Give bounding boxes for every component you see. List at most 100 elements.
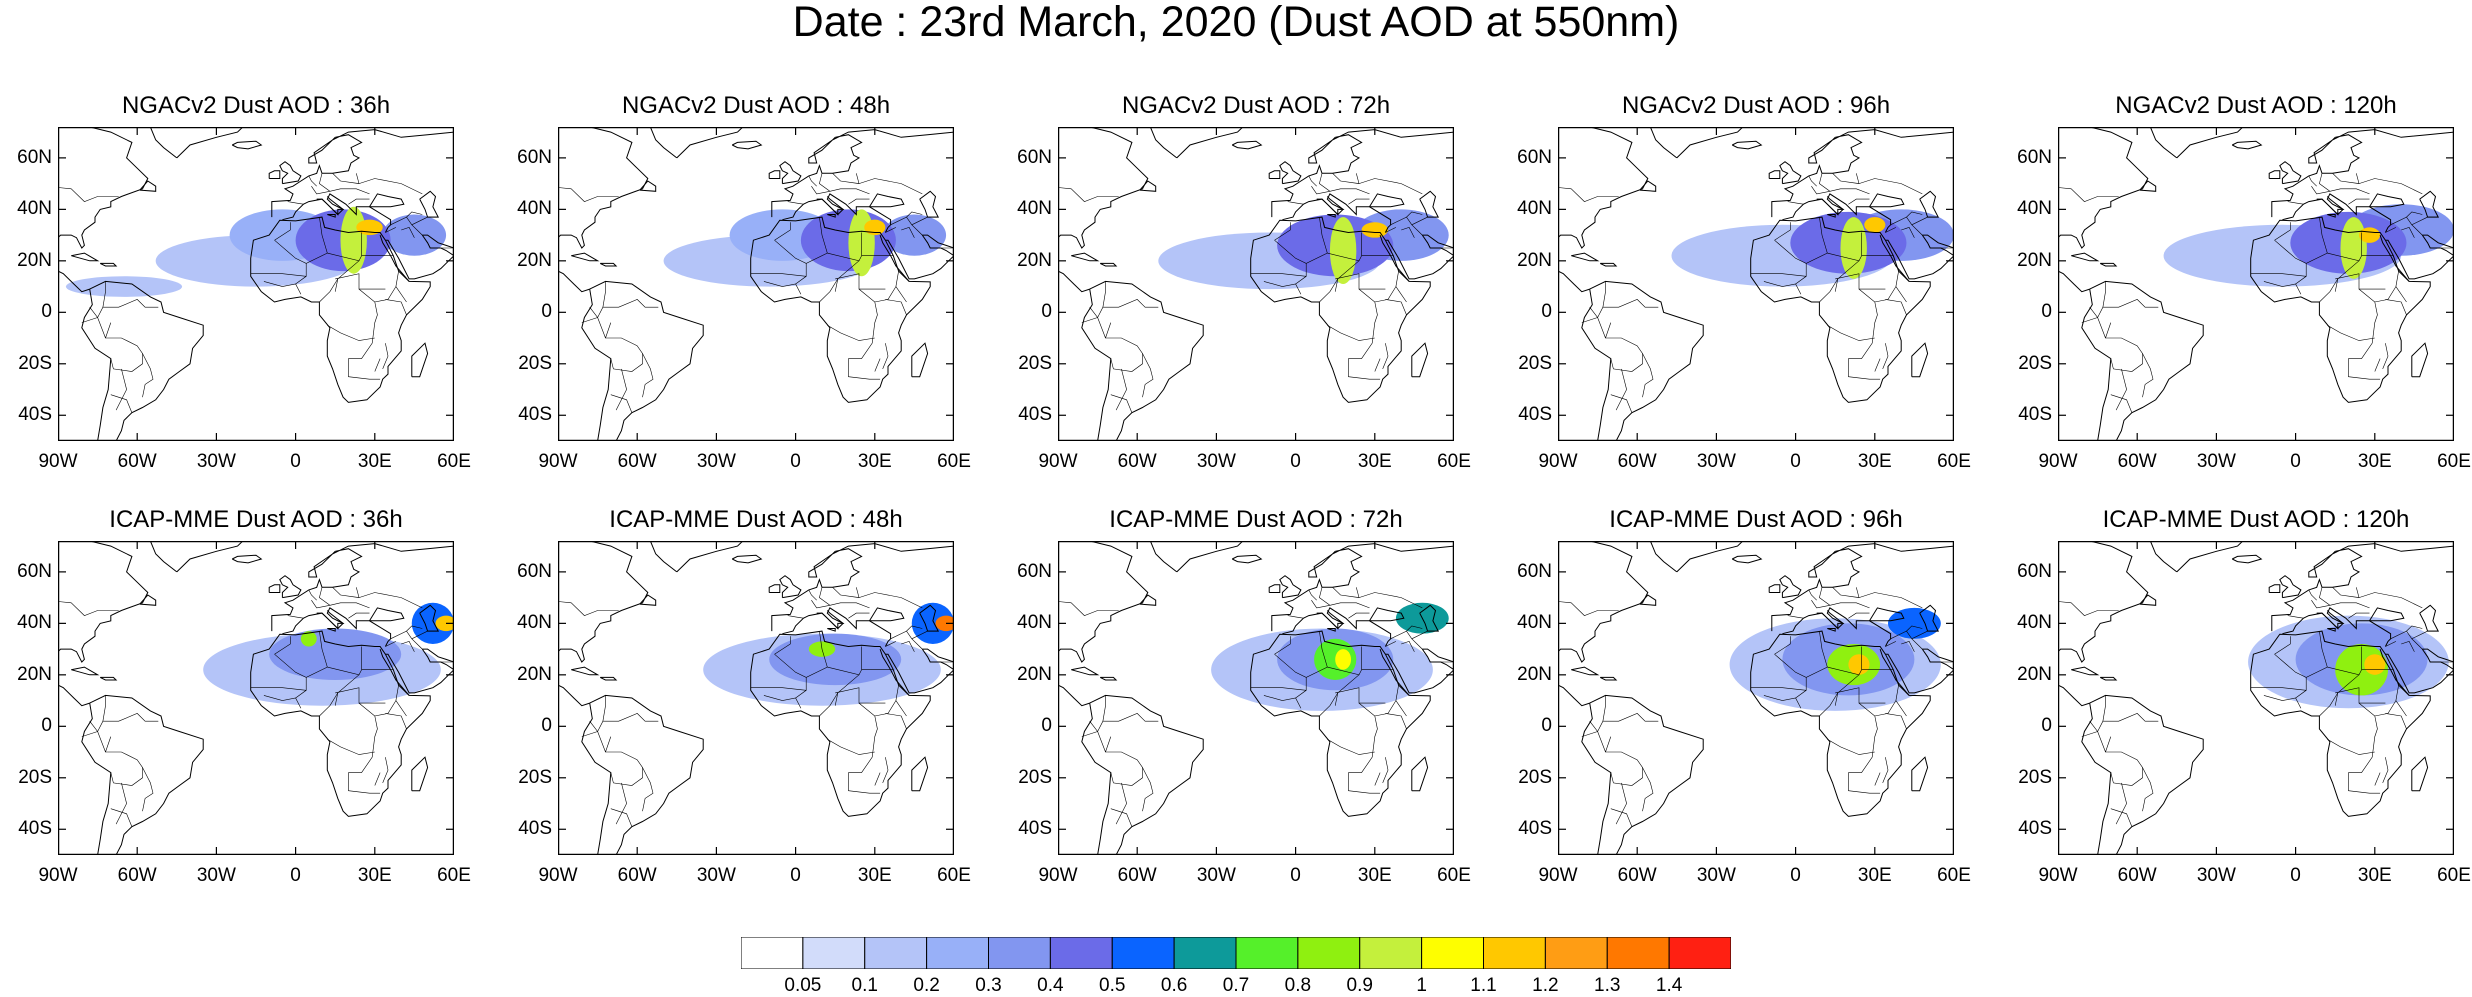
dust-plume <box>882 214 947 256</box>
country-border <box>1827 738 1875 755</box>
coastline-hispaniola <box>99 262 118 267</box>
coastline-blackSea <box>369 607 405 622</box>
coastline-greenland <box>1176 541 1244 573</box>
country-border <box>750 687 807 691</box>
country-border <box>2311 186 2370 195</box>
lat-tick-label: 0 <box>1041 301 1052 323</box>
coastline-britain <box>2279 575 2302 599</box>
coastline-persianGulf <box>922 648 954 663</box>
coastline-iceland <box>731 140 763 150</box>
lon-tick-label: 60W <box>117 451 157 472</box>
country-border <box>763 281 802 295</box>
coastline-caspian <box>2419 604 2440 632</box>
map-frame <box>1558 127 1954 441</box>
coastline-newfoundland <box>639 594 657 606</box>
colorbar-label: 0.2 <box>913 975 940 996</box>
coastline-mediterraneanN <box>1782 607 1892 647</box>
colorbar-label: 0.8 <box>1284 975 1312 996</box>
country-border <box>1274 239 1328 264</box>
lat-tick-label: 0 <box>1041 715 1052 737</box>
coastline-arabia <box>2385 648 2454 694</box>
coastline-iceland <box>731 554 763 564</box>
coastline-iberiaEurope <box>271 543 454 632</box>
panel-title: NGACv2 Dust AOD : 120h <box>2115 92 2397 119</box>
lon-tick-label: 0 <box>2290 451 2301 472</box>
country-border <box>1885 299 1907 316</box>
lat-tick-label: 0 <box>41 715 52 737</box>
country-border <box>1319 587 1331 606</box>
lon-tick-label: 90W <box>1038 451 1078 472</box>
country-border <box>319 217 328 254</box>
country-border <box>2308 175 2317 187</box>
coastline-hispaniola <box>99 676 118 681</box>
lon-tick-label: 30E <box>857 865 892 886</box>
country-border <box>1081 721 1099 737</box>
country-border <box>615 782 627 825</box>
coastline-iberiaEurope <box>771 543 954 632</box>
country-border <box>1832 587 1860 598</box>
country-border <box>406 625 423 632</box>
country-border <box>2406 625 2423 632</box>
country-border <box>2058 601 2119 616</box>
map-frame <box>1558 541 1954 855</box>
country-border <box>2334 260 2360 292</box>
country-border <box>385 641 397 647</box>
coastline-arabia <box>1885 648 1954 694</box>
country-border <box>1332 173 1360 184</box>
lat-tick-label: 20S <box>518 766 552 788</box>
lat-tick-label: 0 <box>1541 301 1552 323</box>
coastline-sicily <box>1327 628 1336 632</box>
country-border <box>2142 767 2154 812</box>
coastline-southAmerica <box>81 694 204 855</box>
coastline-iberiaEurope <box>1271 543 1454 632</box>
coastline-africa <box>250 630 431 817</box>
coastline-blackSea <box>1369 193 1405 208</box>
coastline-northAmerica <box>2058 127 2149 249</box>
country-border <box>311 600 370 609</box>
lat-tick-label: 20N <box>517 249 552 271</box>
country-border <box>295 677 307 699</box>
country-border <box>1874 286 1897 303</box>
country-border <box>335 273 386 290</box>
country-border <box>332 173 360 184</box>
coastline-sicily <box>827 628 836 632</box>
country-border <box>581 307 599 323</box>
coastline-caspian <box>1919 190 1940 218</box>
coastline-centralAm <box>1558 270 1590 293</box>
country-border <box>1763 695 1802 709</box>
coastline-mediterraneanN <box>282 193 392 233</box>
lat-tick-label: 40S <box>2018 404 2052 426</box>
lon-tick-label: 60E <box>937 451 971 472</box>
country-border <box>885 713 907 730</box>
lon-tick-label: 60E <box>437 865 471 886</box>
country-border <box>940 230 954 249</box>
country-border <box>102 695 106 722</box>
country-border <box>774 636 791 655</box>
country-border <box>1834 674 1860 706</box>
lat-tick-label: 60N <box>2017 146 2052 168</box>
country-border <box>1882 343 1889 370</box>
country-border <box>311 186 370 195</box>
coastline-britain <box>1779 575 1802 599</box>
coastline-newfoundland <box>1639 594 1657 606</box>
country-border <box>1885 227 1897 233</box>
country-border <box>327 232 362 262</box>
country-border <box>2358 178 2423 195</box>
country-border <box>1374 700 1397 717</box>
coastline-greenland <box>176 127 244 159</box>
country-border <box>1811 186 1870 195</box>
coastline-madagascar <box>1911 342 1929 378</box>
colorbar-swatch <box>741 937 804 969</box>
colorbar-swatch <box>1049 937 1113 969</box>
lon-tick-label: 60E <box>937 865 971 886</box>
coastline-persianGulf <box>422 234 454 249</box>
coastline-italy <box>2316 610 2345 630</box>
dust-plume <box>2364 654 2386 675</box>
country-border <box>1558 601 1619 616</box>
coastline-northAmerica <box>58 127 149 249</box>
lon-tick-label: 30W <box>196 865 236 886</box>
country-border <box>885 227 897 233</box>
country-border <box>308 175 317 187</box>
coastline-ireland <box>1768 170 1781 179</box>
country-border <box>1274 653 1328 678</box>
